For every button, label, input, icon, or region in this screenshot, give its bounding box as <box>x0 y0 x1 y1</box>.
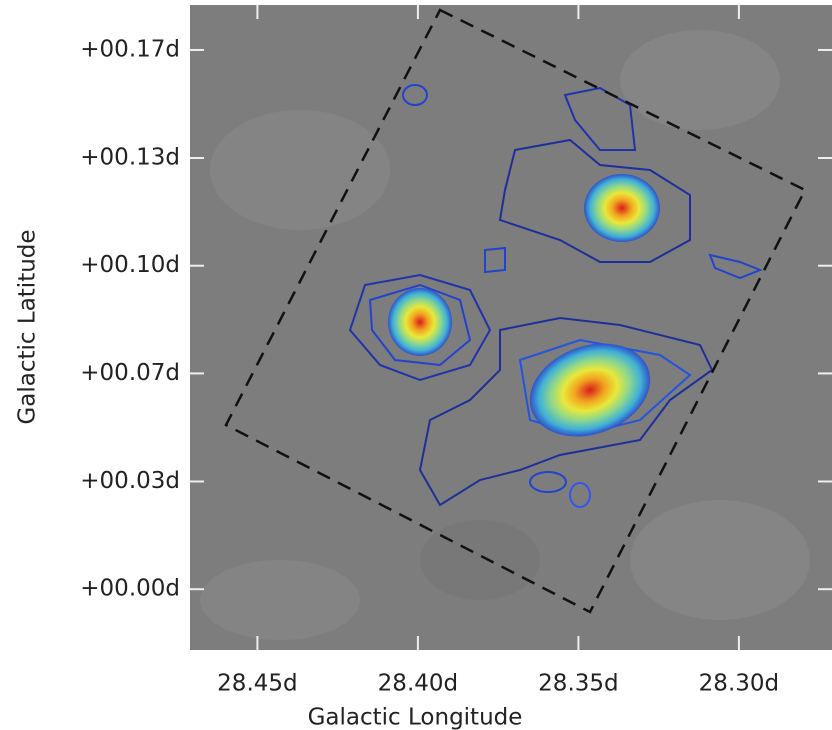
chart: Galactic Longitude Galactic Latitude 28.… <box>0 0 832 730</box>
y-tick-label: +00.03d <box>80 468 180 494</box>
x-axis-title: Galactic Longitude <box>308 705 523 730</box>
y-tick-label: +00.10d <box>80 252 180 278</box>
y-tick-label: +00.07d <box>80 360 180 386</box>
image <box>190 5 832 650</box>
y-axis-title: Galactic Latitude <box>15 229 41 424</box>
y-tick-label: +00.00d <box>80 576 180 602</box>
x-tick-label: 28.40d <box>378 671 458 697</box>
x-tick-label: 28.45d <box>217 671 297 697</box>
y-tick-label: +00.17d <box>80 36 180 62</box>
y-tick-label: +00.13d <box>80 145 180 171</box>
x-tick-label: 28.30d <box>699 671 779 697</box>
x-tick-label: 28.35d <box>538 671 618 697</box>
